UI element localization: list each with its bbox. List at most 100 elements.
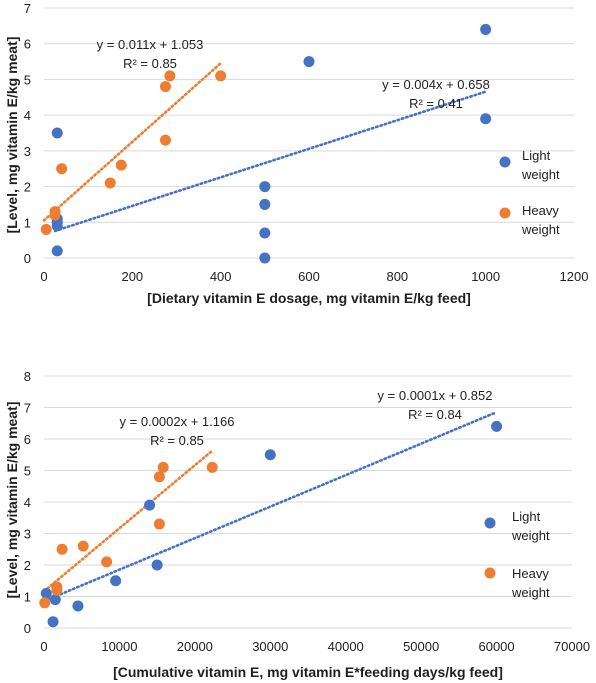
x-tick-label: 200	[121, 269, 143, 284]
heavy-weight-point	[56, 543, 68, 555]
light-weight-point	[151, 559, 163, 571]
gridlines	[44, 375, 572, 629]
light-weight-point	[110, 575, 122, 587]
light-weight-point	[259, 181, 271, 193]
light-weight-point	[49, 594, 61, 606]
heavy-weight-point	[56, 163, 68, 175]
data-points	[39, 420, 503, 628]
y-tick-label: 4	[24, 108, 31, 123]
heavy-weight-point	[40, 223, 52, 235]
heavy-weight-legend-label: Heavy weight	[521, 203, 560, 237]
heavy-weight-legend-label: Heavy weight	[511, 566, 550, 600]
data-points	[40, 23, 492, 264]
light-weight-point	[480, 113, 492, 125]
y-tick-label: 2	[24, 558, 31, 573]
light-trendline-equation: y = 0.004x + 0.658	[382, 77, 490, 92]
light-trendline-r2: R² = 0.84	[408, 407, 462, 422]
heavy-trendline-r2: R² = 0.85	[150, 433, 204, 448]
heavy-trendline-r2: R² = 0.85	[123, 56, 177, 71]
x-tick-labels: 0 200 400 600 800 1000 1200	[40, 269, 588, 284]
x-tick-label: 0	[40, 269, 47, 284]
light-weight-trendline	[42, 410, 498, 603]
light-weight-point	[259, 198, 271, 210]
heavy-trendline-equation: y = 0.011x + 1.053	[97, 37, 204, 52]
x-tick-label: 10000	[101, 639, 137, 654]
light-weight-legend-marker	[499, 156, 511, 168]
light-weight-point	[303, 56, 315, 68]
x-tick-label: 20000	[177, 639, 213, 654]
light-weight-point	[51, 245, 63, 257]
y-tick-label: 6	[24, 432, 31, 447]
cumulative-scatter-chart: 0 1 2 3 4 5 6 7 8 0 10000 20000 30000 40000 50000 6000…	[4, 369, 590, 680]
heavy-weight-trendline	[42, 61, 222, 222]
heavy-weight-point	[101, 556, 113, 568]
x-tick-label: 50000	[403, 639, 439, 654]
light-trendline-r2: R² = 0.41	[409, 96, 463, 111]
heavy-weight-point	[49, 206, 61, 218]
x-axis-title: [Cumulative vitamin E, mg vitamin E*feed…	[113, 664, 503, 680]
heavy-weight-point	[159, 134, 171, 146]
y-tick-label: 0	[24, 251, 31, 266]
light-weight-point	[144, 499, 156, 511]
light-weight-point	[51, 127, 63, 139]
y-tick-label: 3	[24, 144, 31, 159]
trendline-annotations: y = 0.0002x + 1.166 R² = 0.85 y = 0.0001x …	[120, 388, 493, 448]
light-weight-point	[259, 227, 271, 239]
light-trendline-equation: y = 0.0001x + 0.852	[378, 388, 493, 403]
x-tick-label: 0	[40, 639, 47, 654]
heavy-trendline-equation: y = 0.0002x + 1.166	[120, 414, 235, 429]
light-weight-point	[259, 252, 271, 264]
light-weight-point	[47, 616, 59, 628]
heavy-weight-point	[159, 81, 171, 93]
legend: Light weight Heavy weight	[499, 148, 560, 237]
light-weight-legend-label: Light weight	[511, 509, 550, 543]
y-tick-label: 6	[24, 37, 31, 52]
dosage-scatter-chart: 0 1 2 3 4 5 6 7 0 200 400 600 800 1000 1200 y = 0.011…	[4, 1, 588, 306]
x-tick-labels: 0 10000 20000 30000 40000 50000 60000 70000	[40, 639, 590, 654]
y-tick-label: 7	[24, 1, 31, 16]
light-weight-legend-marker	[484, 517, 496, 529]
y-tick-labels: 0 1 2 3 4 5 6 7 8	[24, 369, 31, 636]
y-tick-label: 8	[24, 369, 31, 384]
light-weight-point	[491, 420, 503, 432]
x-tick-label: 70000	[554, 639, 590, 654]
y-tick-label: 1	[24, 590, 31, 605]
heavy-weight-point	[115, 159, 127, 171]
y-tick-label: 3	[24, 527, 31, 542]
light-weight-point	[40, 587, 52, 599]
x-axis-title: [Dietary vitamin E dosage, mg vitamin E/…	[147, 290, 471, 306]
heavy-weight-point	[51, 581, 63, 593]
y-tick-label: 5	[24, 464, 31, 479]
x-tick-label: 1200	[560, 269, 589, 284]
heavy-weight-point	[39, 597, 51, 609]
heavy-weight-point	[206, 461, 218, 473]
y-axis-title: [Level, mg vitamin E/kg meat]	[4, 402, 20, 599]
heavy-weight-point	[215, 70, 227, 82]
y-tick-label: 1	[24, 215, 31, 230]
x-tick-label: 600	[298, 269, 320, 284]
x-tick-label: 1000	[471, 269, 500, 284]
heavy-weight-point	[157, 461, 169, 473]
legend: Light weight Heavy weight	[484, 509, 550, 600]
trendline-annotations: y = 0.011x + 1.053 R² = 0.85 y = 0.004x + …	[97, 37, 490, 111]
heavy-weight-legend-marker	[484, 567, 496, 579]
heavy-weight-point	[77, 540, 89, 552]
heavy-weight-legend-marker	[499, 207, 511, 219]
y-tick-label: 5	[24, 72, 31, 87]
light-weight-point	[72, 600, 84, 612]
heavy-weight-point	[153, 471, 165, 483]
trendlines	[42, 410, 498, 603]
x-tick-label: 60000	[478, 639, 514, 654]
heavy-weight-point	[164, 70, 176, 82]
heavy-weight-point	[153, 518, 165, 530]
x-tick-label: 800	[386, 269, 408, 284]
light-weight-legend-label: Light weight	[521, 148, 560, 182]
y-tick-labels: 0 1 2 3 4 5 6 7	[24, 1, 31, 266]
light-weight-trendline	[53, 90, 487, 233]
gridlines	[44, 7, 574, 259]
heavy-weight-point	[104, 177, 116, 189]
y-axis-title: [Level, mg vitamin E/kg meat]	[4, 37, 20, 234]
trendlines	[42, 61, 487, 233]
x-tick-label: 40000	[328, 639, 364, 654]
y-tick-label: 0	[24, 621, 31, 636]
